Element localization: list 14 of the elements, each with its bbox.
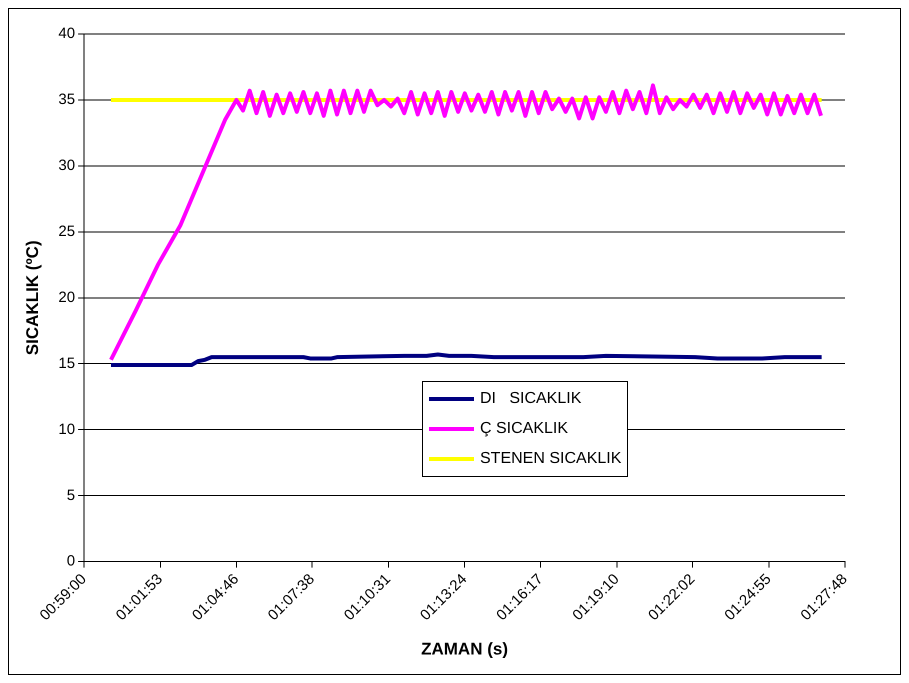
y-tick-label: 25 [58, 222, 76, 240]
y-tick-label: 40 [58, 25, 76, 42]
y-tick-label: 5 [66, 486, 76, 504]
y-tick-label: 35 [58, 91, 76, 108]
y-axis-title: SICAKLIK (ºC) [22, 240, 42, 356]
y-tick-label: 30 [58, 157, 76, 174]
y-tick-label: 0 [66, 552, 76, 570]
legend-label: Ç SICAKLIK [480, 420, 568, 438]
y-tick-label: 10 [58, 420, 76, 438]
x-axis-title: ZAMAN (s) [421, 639, 508, 658]
y-tick-label: 15 [58, 354, 76, 372]
legend-label: DI SICAKLIK [480, 390, 582, 408]
legend-label: STENEN SICAKLIK [480, 450, 622, 468]
y-tick-label: 20 [58, 288, 76, 306]
